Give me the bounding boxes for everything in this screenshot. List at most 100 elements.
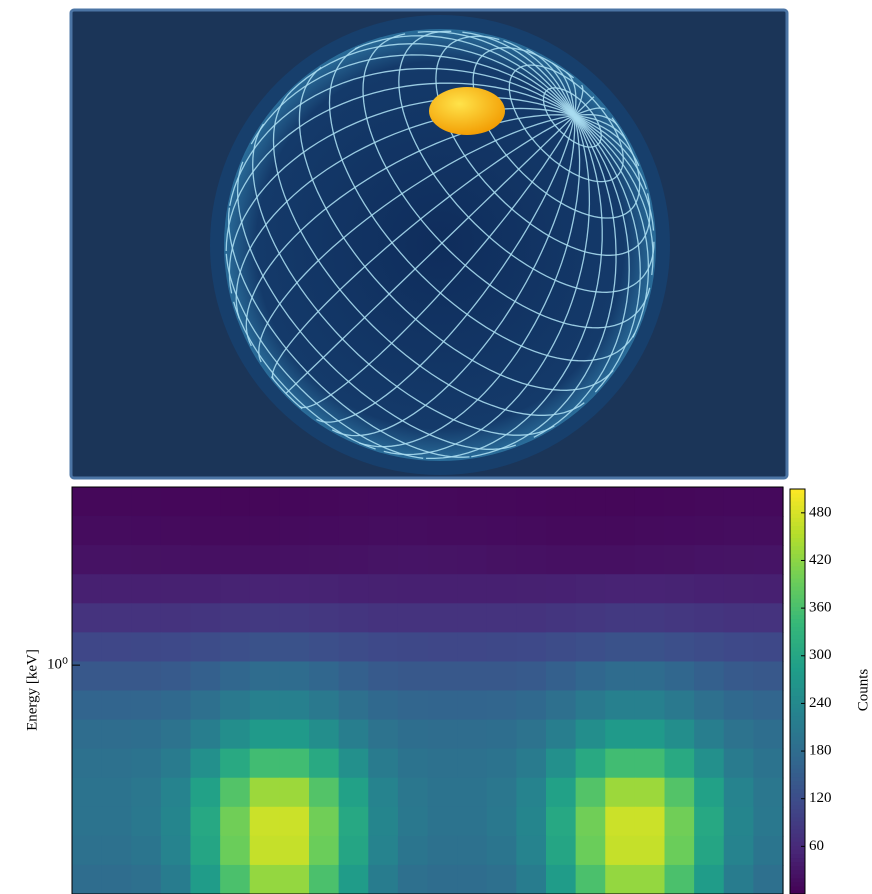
heat-cell <box>665 574 695 604</box>
heat-cell <box>694 574 724 604</box>
heat-cell <box>428 807 458 837</box>
heat-cell <box>487 865 517 894</box>
colorbar-segment <box>790 550 805 555</box>
heat-cell <box>102 545 132 575</box>
heat-cell <box>665 749 695 779</box>
colorbar-segment <box>790 566 805 571</box>
heat-cell <box>753 545 783 575</box>
colorbar-segment <box>790 598 805 603</box>
heat-cell <box>694 749 724 779</box>
heat-cell <box>605 749 635 779</box>
colorbar-segment <box>790 708 805 713</box>
heat-cell <box>635 691 665 721</box>
heat-cell <box>279 603 309 633</box>
heat-cell <box>102 691 132 721</box>
heat-cell <box>279 545 309 575</box>
colorbar-segment <box>790 716 805 721</box>
heat-cell <box>576 603 606 633</box>
heat-cell <box>487 720 517 750</box>
colorbar-segment <box>790 570 805 575</box>
heat-cell <box>457 545 487 575</box>
heat-cell <box>665 661 695 691</box>
heat-cell <box>398 720 428 750</box>
heat-cell <box>753 487 783 517</box>
heat-cell <box>309 603 339 633</box>
colorbar-segment <box>790 813 805 818</box>
heat-cell <box>220 778 250 808</box>
colorbar-segment <box>790 639 805 644</box>
colorbar-segment <box>790 736 805 741</box>
heat-cell <box>72 836 102 866</box>
heat-cell <box>753 778 783 808</box>
colorbar-segment <box>790 748 805 753</box>
colorbar-segment <box>790 781 805 786</box>
colorbar-segment <box>790 740 805 745</box>
colorbar-segment <box>790 789 805 794</box>
heat-cell <box>694 632 724 662</box>
heat-cell <box>605 807 635 837</box>
heat-cell <box>753 836 783 866</box>
heat-cell <box>161 661 191 691</box>
heat-cell <box>72 749 102 779</box>
heat-cell <box>368 778 398 808</box>
colorbar-segment <box>790 627 805 632</box>
colorbar-segment <box>790 606 805 611</box>
heat-cell <box>546 574 576 604</box>
heat-cell <box>72 487 102 517</box>
heat-cell <box>398 574 428 604</box>
heat-cell <box>191 691 221 721</box>
heat-cell <box>694 661 724 691</box>
heat-cell <box>487 778 517 808</box>
heat-cell <box>250 574 280 604</box>
heat-cell <box>72 545 102 575</box>
heat-cell <box>487 603 517 633</box>
colorbar-segment <box>790 489 805 494</box>
heat-cell <box>398 545 428 575</box>
heat-cell <box>191 778 221 808</box>
heat-cell <box>605 632 635 662</box>
heat-cell <box>220 720 250 750</box>
heat-cell <box>72 865 102 894</box>
heat-cell <box>635 807 665 837</box>
heat-cell <box>131 836 161 866</box>
heat-cell <box>309 836 339 866</box>
heat-cell <box>694 720 724 750</box>
heat-cell <box>161 691 191 721</box>
heat-cell <box>102 603 132 633</box>
heat-cell <box>605 720 635 750</box>
colorbar-segment <box>790 497 805 502</box>
colorbar-segment <box>790 667 805 672</box>
heat-cell <box>665 691 695 721</box>
heat-cell <box>368 836 398 866</box>
heat-cell <box>191 749 221 779</box>
heat-cell <box>487 632 517 662</box>
colorbar-segment <box>790 574 805 579</box>
heat-cell <box>516 720 546 750</box>
heat-cell <box>102 836 132 866</box>
heat-cell <box>220 516 250 546</box>
heat-cell <box>576 778 606 808</box>
heat-cell <box>309 749 339 779</box>
heat-cell <box>635 487 665 517</box>
heat-cell <box>665 632 695 662</box>
heat-cell <box>635 603 665 633</box>
heat-cell <box>724 807 754 837</box>
heat-cell <box>487 749 517 779</box>
heat-cell <box>635 661 665 691</box>
heat-cell <box>339 661 369 691</box>
heat-cell <box>250 661 280 691</box>
colorbar-segment <box>790 696 805 701</box>
heat-cell <box>546 691 576 721</box>
heat-cell <box>576 632 606 662</box>
heat-cell <box>131 778 161 808</box>
heat-cell <box>516 661 546 691</box>
heat-cell <box>279 836 309 866</box>
heat-cell <box>605 691 635 721</box>
heat-cell <box>724 516 754 546</box>
heat-cell <box>576 836 606 866</box>
colorbar-segment <box>790 809 805 814</box>
heat-cell <box>191 603 221 633</box>
colorbar-tick-label: 180 <box>809 742 832 758</box>
heat-cell <box>665 807 695 837</box>
heat-cell <box>131 807 161 837</box>
